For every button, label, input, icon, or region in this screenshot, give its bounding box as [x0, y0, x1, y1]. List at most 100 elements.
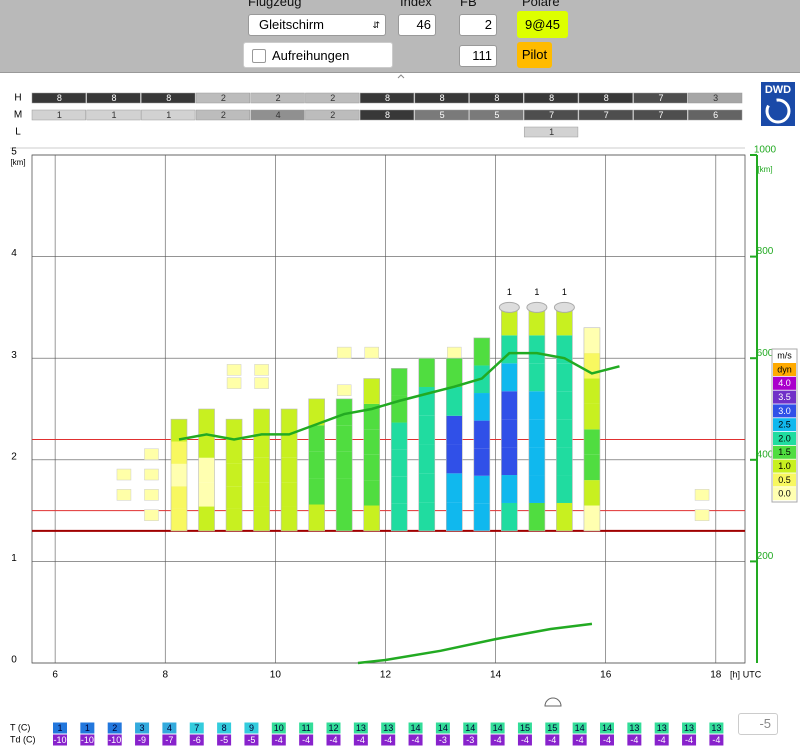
fb-input[interactable]: 2: [459, 14, 497, 36]
legend-swatch: [773, 418, 796, 432]
temp-cell: [299, 722, 314, 734]
climb-segment: [226, 419, 243, 442]
weight-input[interactable]: 111: [459, 45, 497, 67]
temp-cell: [682, 734, 697, 746]
y2-tick-label: 800: [757, 246, 774, 257]
climb-segment: [363, 454, 380, 481]
splitter[interactable]: [397, 74, 405, 79]
temp-value: -9: [138, 735, 146, 745]
cumulus: [226, 377, 242, 389]
y-tick-label: 3: [11, 350, 17, 361]
temp-cell: [545, 722, 560, 734]
climb-segment: [583, 505, 600, 531]
pilot-button[interactable]: Pilot: [517, 42, 552, 68]
climb-segment: [336, 451, 353, 479]
column-outline: [390, 368, 408, 532]
cumulus: [336, 346, 352, 359]
temp-value: 13: [356, 723, 366, 733]
climb-segment: [253, 409, 270, 434]
handle[interactable]: [544, 697, 562, 707]
temp-cell: [217, 734, 232, 746]
row-label: L: [15, 127, 21, 138]
cloud-label: 1: [112, 110, 117, 120]
checkbox-label: Aufreihungen: [272, 48, 350, 63]
checkbox[interactable]: Aufreihungen: [243, 42, 393, 68]
legend-label: 0.0: [778, 489, 791, 499]
series-line: [178, 351, 620, 441]
temp-cell: [600, 722, 614, 734]
climb-segment: [171, 441, 188, 464]
cloud-cell: [195, 109, 251, 121]
climb-segment: [253, 506, 270, 531]
temp-cell: [326, 722, 341, 734]
column-outline: [473, 337, 491, 532]
cloud-label: 8: [57, 93, 62, 103]
x-axis-label: UTC: [743, 669, 762, 679]
climb-segment: [446, 358, 463, 387]
temp-value: 13: [684, 723, 694, 733]
temp-cell: [627, 734, 642, 746]
climb-segment: [171, 486, 188, 509]
temp-value: 13: [657, 723, 667, 733]
cloud-label: 5: [494, 110, 499, 120]
cloud-label: 7: [658, 110, 663, 120]
cloud-label: 2: [330, 110, 335, 120]
column-outline: [280, 408, 298, 532]
climb-segment: [528, 307, 545, 336]
climb-segment: [473, 448, 490, 476]
logo: DWD: [765, 84, 791, 96]
temp-cell: [435, 722, 450, 734]
climb-segment: [363, 505, 380, 531]
cloud-cell: [31, 92, 86, 104]
climb-segment: [336, 504, 353, 531]
temp-cell: [463, 734, 478, 746]
temp-value: 3: [140, 723, 145, 733]
temp-value: 2: [112, 723, 117, 733]
temp-value: -3: [466, 735, 474, 745]
climb-segment: [501, 307, 518, 336]
temp-cell: [408, 734, 423, 746]
cloud-label: 8: [494, 93, 499, 103]
temp-value: 1: [85, 723, 90, 733]
temp-value: -4: [302, 735, 310, 745]
y2-tick-label: 1000: [754, 145, 777, 156]
cloud-label: 4: [276, 110, 281, 120]
index-input[interactable]: 46: [398, 14, 436, 36]
climb-segment: [473, 393, 490, 421]
x-axis-label: [h]: [730, 669, 740, 679]
climb-segment: [226, 486, 243, 509]
toolbar: Flugzeug Index FB Polare Gleitschirm ⇵ 46…: [0, 0, 800, 73]
offset-input[interactable]: -5: [738, 713, 778, 735]
cumulus: [144, 448, 159, 460]
polar-button[interactable]: 9@45: [517, 11, 568, 38]
legend-label: dyn: [777, 364, 792, 374]
climb-segment: [418, 358, 435, 387]
cloud-label: 7: [549, 110, 554, 120]
temp-value: -3: [439, 735, 447, 745]
temp-value: -10: [81, 735, 94, 745]
legend-label: 2.5: [778, 420, 791, 430]
cumulus: [144, 489, 159, 501]
cloud-label: 8: [385, 93, 390, 103]
temp-value: 15: [520, 723, 530, 733]
column-outline: [308, 398, 325, 532]
cap-label: 1: [534, 287, 539, 297]
temp-cell: [572, 734, 587, 746]
cloud-label: 2: [221, 93, 226, 103]
cloud-label: 1: [549, 127, 554, 137]
temp-value: 1: [57, 723, 62, 733]
climb-segment: [583, 429, 600, 455]
label: Index: [400, 0, 432, 9]
cumulus: [116, 468, 132, 481]
temp-value: 12: [328, 723, 338, 733]
temp-cell: [463, 722, 478, 734]
aircraft-select[interactable]: Gleitschirm ⇵: [248, 14, 386, 36]
cumulus: [447, 346, 462, 359]
climb-segment: [418, 473, 435, 503]
cloud-label: 5: [440, 110, 445, 120]
temp-cell: [271, 734, 286, 746]
select-value: Gleitschirm: [259, 17, 325, 32]
cloud-cell: [469, 92, 524, 104]
temp-value: -4: [494, 735, 502, 745]
